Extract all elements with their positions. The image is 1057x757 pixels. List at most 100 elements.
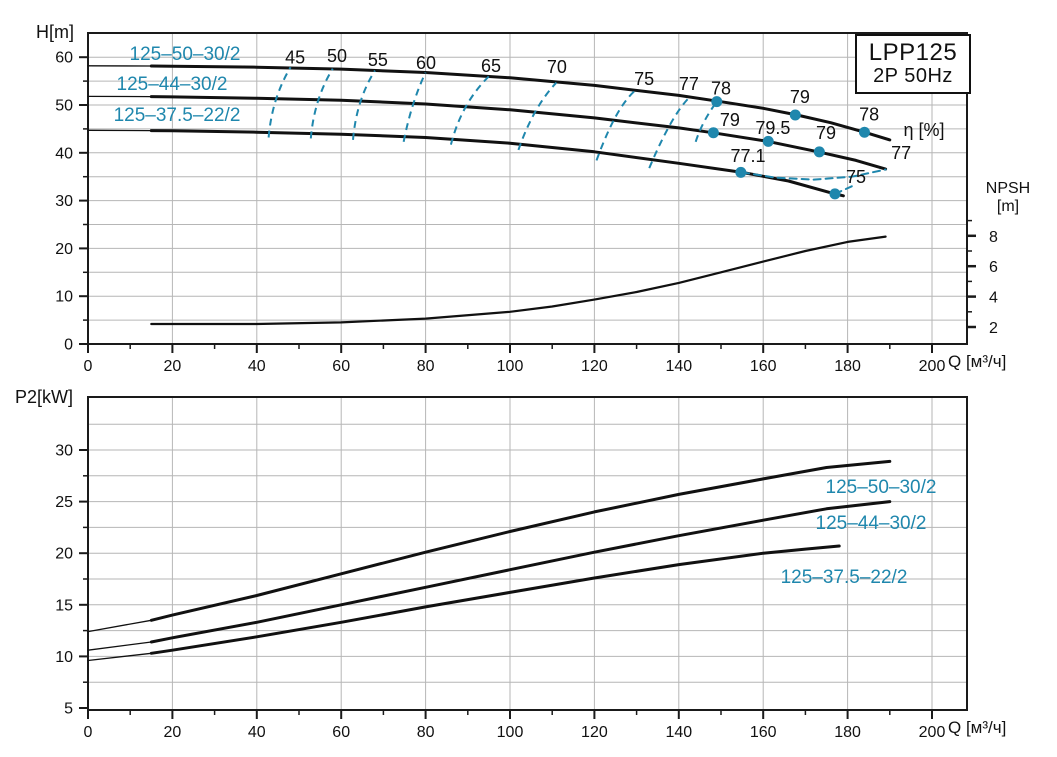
bep-label: 78: [859, 105, 879, 125]
curve-label-125-50-30/2: 125–50–30/2: [130, 44, 241, 65]
efficiency-contour-60: [402, 72, 427, 142]
efficiency-contour-70: [517, 81, 558, 151]
pump-spec: 2P 50Hz: [873, 65, 953, 88]
efficiency-contour-75: [595, 90, 636, 161]
npsh-axis-label: NPSH [m]: [972, 180, 1044, 217]
x-tick-label: 160: [750, 724, 777, 741]
x-tick-label: 20: [164, 358, 182, 375]
x-tick-label: 140: [665, 724, 692, 741]
npsh-axis-label-line1: NPSH: [985, 180, 1031, 197]
efficiency-label-55: 55: [368, 50, 388, 70]
npsh-curve: [150, 235, 887, 326]
hq-chart: 0 20 40 60 80 100 120 140 160 180 200 0 10 20 30 40 50 60…: [55, 32, 998, 375]
bep-dot: [762, 135, 774, 147]
pump-curve-thin-125-44-30/2: [87, 500, 891, 651]
annotation: η [%]: [903, 120, 944, 140]
annotation: 77: [891, 143, 911, 163]
y-tick-label: 10: [55, 289, 73, 306]
pump-curve-125-37.5-22/2: [149, 129, 845, 198]
bep-label: 77.1: [730, 146, 765, 166]
top-y-axis-label: H[m]: [36, 22, 74, 42]
x-tick-label: 60: [332, 358, 350, 375]
x-tick-label: 200: [919, 724, 946, 741]
npsh-tick-label: 2: [989, 320, 998, 337]
y-tick-label: 5: [64, 701, 73, 718]
bottom-y-axis-label: P2[kW]: [15, 387, 74, 407]
x-tick-label: 120: [581, 358, 608, 375]
curve-label-125-37.5-22/2: 125–37.5–22/2: [114, 105, 241, 126]
bep-label: 79: [720, 110, 740, 130]
efficiency-contour-45: [267, 66, 292, 138]
y-tick-label: 20: [55, 546, 73, 563]
efficiency-label-75: 75: [634, 69, 654, 89]
bep-dot: [858, 126, 870, 138]
efficiency-label-65: 65: [481, 56, 501, 76]
pump-curve-125-50-30/2: [149, 64, 892, 142]
x-tick-label: 200: [919, 358, 946, 375]
x-tick-label: 100: [497, 724, 524, 741]
bep-dot: [813, 146, 825, 158]
x-tick-label: 160: [750, 358, 777, 375]
top-x-axis-label: Q [м³/ч]: [948, 352, 1007, 371]
x-tick-label: 180: [834, 358, 861, 375]
eta-77-right-branch: [741, 168, 887, 181]
x-tick-label: 180: [834, 724, 861, 741]
efficiency-label-45: 45: [285, 48, 305, 68]
bep-label: 79.5: [755, 118, 790, 138]
pump-curve-125-44-30/2: [149, 500, 892, 644]
x-tick-label: 0: [84, 358, 93, 375]
x-tick-label: 60: [332, 724, 350, 741]
x-tick-label: 80: [417, 358, 435, 375]
npsh-tick-label: 4: [989, 290, 998, 307]
efficiency-label-77: 77: [679, 74, 699, 94]
y-tick-label: 30: [55, 443, 73, 460]
y-tick-label: 20: [55, 241, 73, 258]
y-tick-label: 15: [55, 597, 73, 614]
plot-frame: [87, 32, 968, 345]
efficiency-contour-65: [449, 75, 490, 145]
x-tick-label: 40: [248, 724, 266, 741]
y-tick-label: 0: [64, 337, 73, 354]
y-tick-label: 10: [55, 649, 73, 666]
bep-label: 75: [846, 167, 866, 187]
curve-label-125-37.5-22/2: 125–37.5–22/2: [781, 567, 908, 588]
pump-model: LPP125: [868, 39, 958, 67]
npsh-tick-label: 6: [989, 259, 998, 276]
npsh-tick-label: 8: [989, 229, 998, 246]
bep-dot: [707, 127, 719, 139]
curve-label-125-44-30/2: 125–44–30/2: [816, 513, 927, 534]
power-chart: 0 20 40 60 80 100 120 140 160 180 200 5 10 15 20 25 30 12…: [55, 396, 968, 741]
pump-curve-125-37.5-22/2: [149, 544, 841, 655]
x-tick-label: 100: [497, 358, 524, 375]
efficiency-label-60: 60: [416, 53, 436, 73]
x-tick-label: 120: [581, 724, 608, 741]
efficiency-contour-55: [352, 70, 376, 140]
bep-dot: [735, 166, 747, 178]
pump-curve-125-50-30/2: [149, 459, 892, 622]
bep-dot: [711, 96, 723, 108]
bep-label: 79: [816, 123, 836, 143]
y-tick-label: 50: [55, 98, 73, 115]
bep-label: 79: [790, 87, 810, 107]
npsh-axis-label-line2: [m]: [996, 198, 1020, 216]
efficiency-label-50: 50: [327, 46, 347, 66]
y-tick-label: 30: [55, 193, 73, 210]
pump-curve-thin-125-37.5-22/2: [87, 545, 840, 662]
bep-dot: [829, 188, 841, 200]
x-tick-label: 140: [665, 358, 692, 375]
curve-label-125-50-30/2: 125–50–30/2: [826, 477, 937, 498]
y-tick-label: 25: [55, 494, 73, 511]
x-tick-label: 0: [84, 724, 93, 741]
x-tick-label: 20: [164, 724, 182, 741]
bep-dot: [789, 109, 801, 121]
efficiency-contour-77: [648, 96, 691, 169]
title-box: LPP125 2P 50Hz: [855, 34, 971, 94]
y-tick-label: 60: [55, 50, 73, 67]
x-tick-label: 80: [417, 724, 435, 741]
bottom-x-axis-label: Q [м³/ч]: [948, 718, 1007, 737]
efficiency-label-78: 78: [711, 78, 731, 98]
x-tick-label: 40: [248, 358, 266, 375]
efficiency-label-70: 70: [547, 57, 567, 77]
